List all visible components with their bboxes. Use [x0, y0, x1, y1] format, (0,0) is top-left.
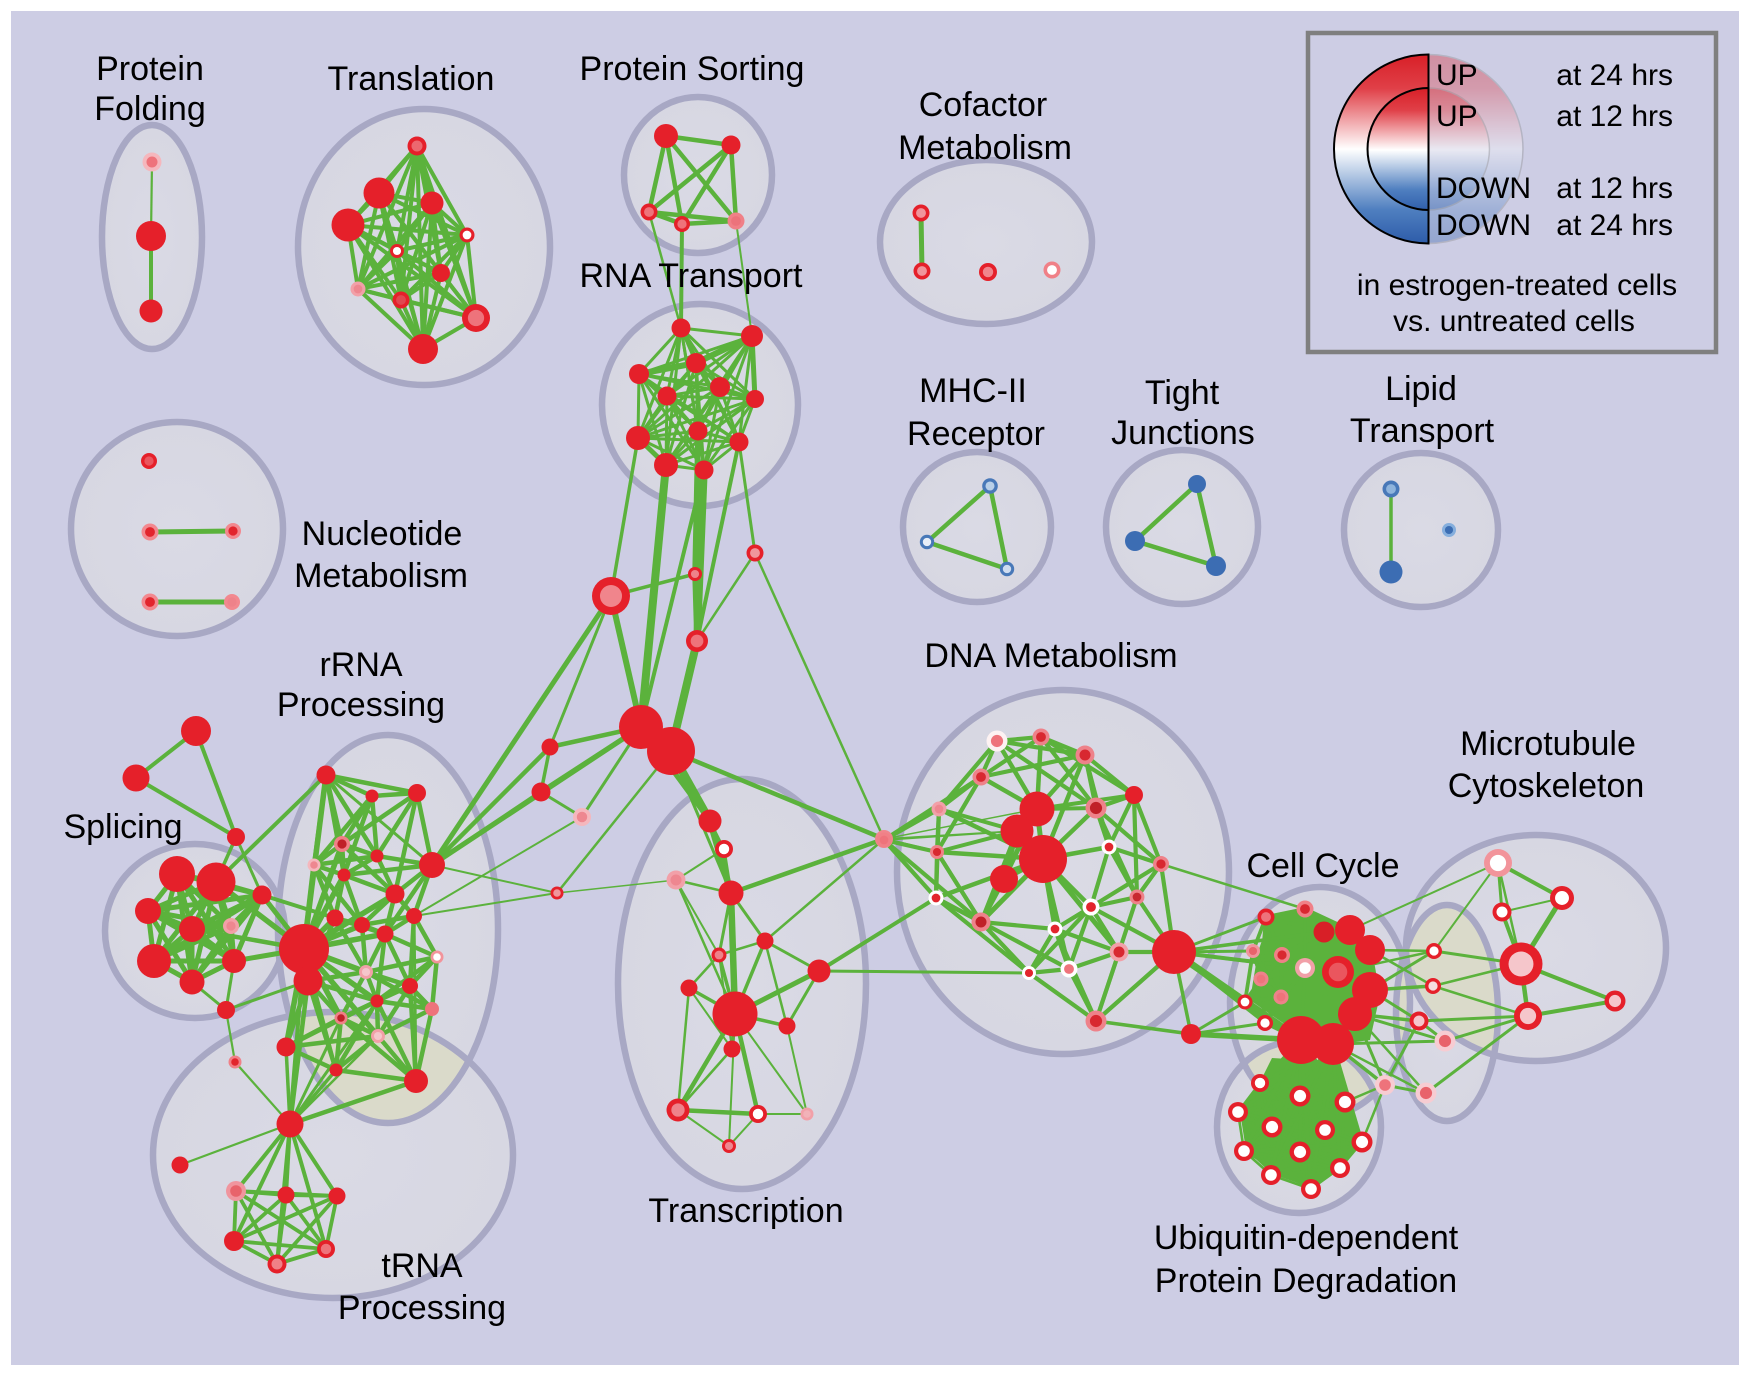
svg-text:Translation: Translation: [328, 60, 495, 98]
svg-text:Tight: Tight: [1145, 374, 1220, 412]
svg-text:Metabolism: Metabolism: [294, 557, 468, 595]
svg-text:at 24 hrs: at 24 hrs: [1556, 59, 1673, 92]
svg-text:Protein Degradation: Protein Degradation: [1155, 1262, 1457, 1300]
svg-text:Ubiquitin-dependent: Ubiquitin-dependent: [1154, 1219, 1459, 1257]
svg-text:at 12 hrs: at 12 hrs: [1556, 100, 1673, 133]
svg-text:DNA Metabolism: DNA Metabolism: [924, 637, 1177, 675]
svg-text:rRNA: rRNA: [319, 646, 402, 684]
svg-text:Metabolism: Metabolism: [898, 129, 1072, 167]
svg-text:Transport: Transport: [1350, 412, 1495, 450]
svg-text:Folding: Folding: [94, 90, 206, 128]
svg-text:in estrogen-treated cells: in estrogen-treated cells: [1357, 269, 1677, 302]
svg-text:DOWN: DOWN: [1436, 209, 1531, 242]
svg-text:Lipid: Lipid: [1385, 370, 1457, 408]
svg-text:Protein: Protein: [96, 50, 204, 88]
svg-text:Protein Sorting: Protein Sorting: [580, 50, 805, 88]
svg-text:Nucleotide: Nucleotide: [302, 515, 463, 553]
svg-text:Microtubule: Microtubule: [1460, 725, 1636, 763]
svg-text:Cell Cycle: Cell Cycle: [1246, 847, 1399, 885]
svg-text:UP: UP: [1436, 59, 1478, 92]
svg-text:Transcription: Transcription: [648, 1192, 843, 1230]
svg-text:UP: UP: [1436, 100, 1478, 133]
svg-text:Receptor: Receptor: [907, 415, 1045, 453]
svg-text:Cofactor: Cofactor: [919, 86, 1048, 124]
svg-text:Junctions: Junctions: [1111, 414, 1255, 452]
svg-text:Processing: Processing: [338, 1289, 506, 1327]
svg-text:RNA Transport: RNA Transport: [580, 257, 804, 295]
svg-text:DOWN: DOWN: [1436, 172, 1531, 205]
svg-text:Splicing: Splicing: [63, 808, 182, 846]
svg-text:vs. untreated cells: vs. untreated cells: [1393, 305, 1635, 338]
svg-text:Cytoskeleton: Cytoskeleton: [1448, 767, 1645, 805]
svg-text:at 24 hrs: at 24 hrs: [1556, 209, 1673, 242]
svg-text:at 12 hrs: at 12 hrs: [1556, 172, 1673, 205]
svg-text:Processing: Processing: [277, 686, 445, 724]
svg-text:MHC-II: MHC-II: [919, 372, 1027, 410]
svg-text:tRNA: tRNA: [381, 1247, 463, 1285]
